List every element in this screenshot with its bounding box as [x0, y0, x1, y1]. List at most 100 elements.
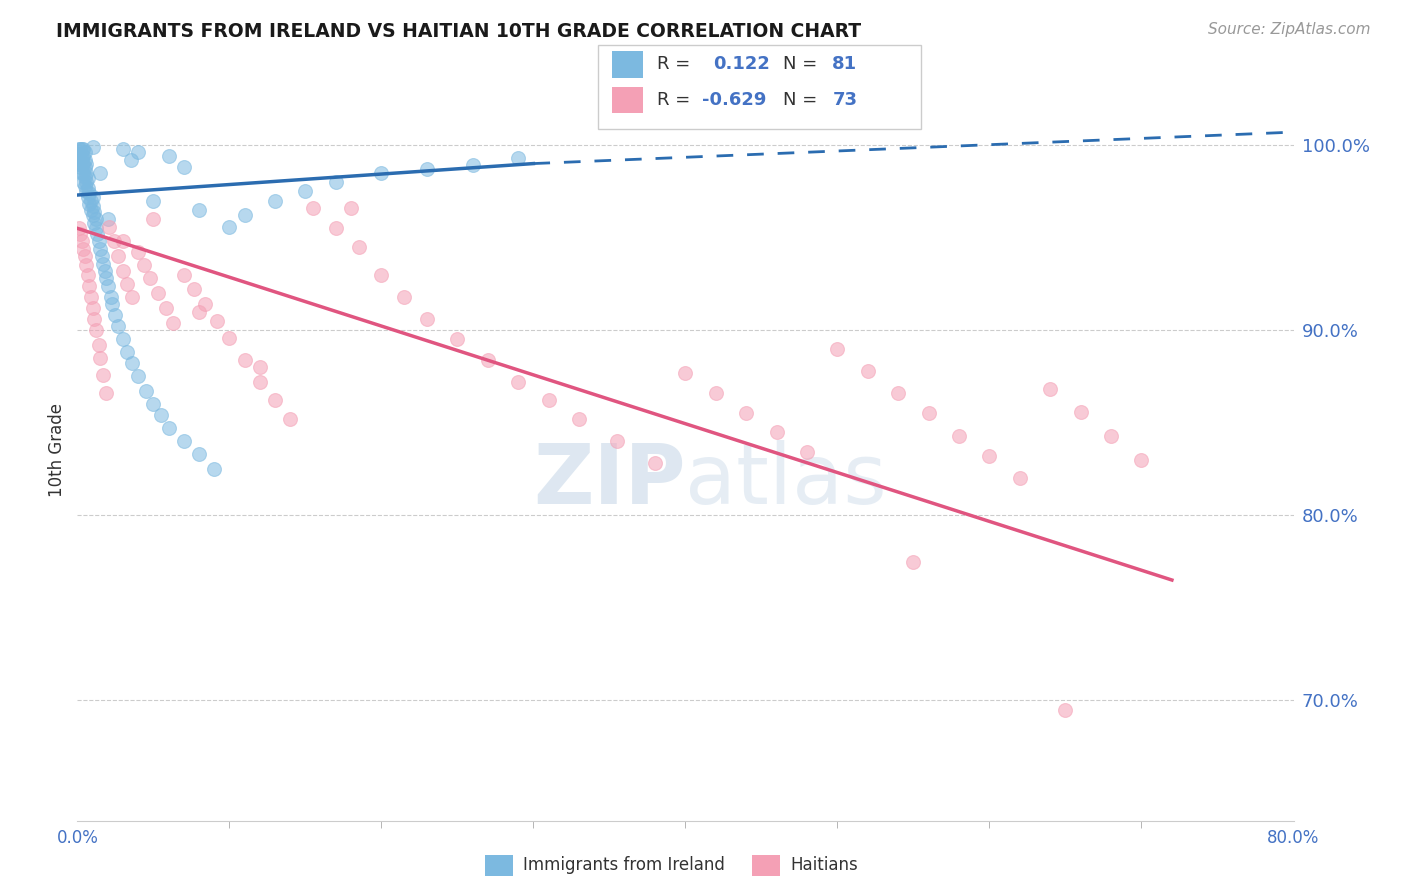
Point [83, 312, 105, 326]
Point [104, 309, 127, 323]
Point [111, 332, 134, 346]
Point [86, 227, 108, 241]
Point [149, 409, 172, 423]
Point [173, 434, 195, 449]
Point [948, 428, 970, 442]
Point [107, 249, 129, 263]
Point [117, 277, 139, 291]
Point [765, 425, 787, 439]
Text: 73: 73 [832, 91, 858, 109]
Point [67, 142, 90, 156]
Point [84, 221, 107, 235]
Point [887, 386, 910, 401]
Point [188, 304, 211, 318]
Point [72, 149, 94, 163]
Point [249, 375, 271, 389]
Point [73, 249, 96, 263]
Point [82, 140, 104, 154]
Point [73, 169, 96, 184]
Point [446, 332, 468, 346]
Point [100, 290, 122, 304]
Point [477, 352, 499, 367]
Point [903, 555, 925, 569]
Point [416, 162, 439, 177]
Point [704, 386, 727, 401]
Point [157, 421, 180, 435]
Point [91, 368, 114, 382]
Text: IMMIGRANTS FROM IRELAND VS HAITIAN 10TH GRADE CORRELATION CHART: IMMIGRANTS FROM IRELAND VS HAITIAN 10TH … [56, 22, 862, 41]
Point [1008, 471, 1031, 485]
Point [121, 356, 143, 370]
Point [80, 194, 103, 208]
Point [72, 166, 94, 180]
Point [142, 194, 165, 208]
Point [675, 366, 697, 380]
Point [77, 180, 100, 194]
Point [979, 449, 1001, 463]
Point [79, 186, 101, 201]
Point [69, 142, 91, 156]
Text: N =: N = [783, 55, 823, 73]
Point [644, 457, 666, 471]
Point [205, 314, 228, 328]
Point [107, 319, 129, 334]
Point [73, 178, 96, 193]
Point [127, 145, 149, 160]
Point [508, 375, 530, 389]
Point [67, 156, 90, 170]
Point [173, 161, 195, 175]
Point [70, 166, 93, 180]
Point [194, 297, 217, 311]
Point [75, 166, 97, 180]
Point [69, 161, 91, 175]
Point [111, 142, 134, 156]
Point [75, 258, 97, 272]
Point [134, 258, 156, 272]
Point [77, 171, 100, 186]
Point [340, 201, 363, 215]
Point [69, 147, 91, 161]
Text: Haitians: Haitians [790, 856, 858, 874]
Point [249, 360, 271, 375]
Point [264, 393, 287, 408]
Point [93, 264, 115, 278]
Point [568, 412, 591, 426]
Point [91, 256, 114, 270]
Point [827, 342, 849, 356]
Point [918, 407, 941, 421]
Point [157, 149, 180, 163]
Point [82, 190, 104, 204]
Point [84, 212, 107, 227]
Point [325, 175, 347, 189]
Point [1099, 428, 1122, 442]
Point [1130, 452, 1153, 467]
Point [87, 338, 110, 352]
Point [139, 271, 162, 285]
Point [370, 166, 392, 180]
Point [70, 156, 93, 170]
Point [1039, 383, 1062, 397]
Point [856, 364, 879, 378]
Point [173, 268, 195, 282]
Text: 0.122: 0.122 [713, 55, 769, 73]
Point [70, 151, 93, 165]
Point [606, 434, 628, 449]
Point [233, 352, 256, 367]
Text: N =: N = [783, 91, 823, 109]
Point [188, 202, 211, 217]
Point [188, 447, 211, 461]
Point [111, 264, 134, 278]
Point [142, 397, 165, 411]
Point [162, 316, 184, 330]
Point [120, 153, 142, 167]
Point [135, 384, 157, 399]
Point [89, 242, 111, 256]
Point [67, 221, 90, 235]
Point [103, 235, 125, 249]
Text: ZIP: ZIP [533, 440, 686, 521]
Point [294, 185, 316, 199]
Point [121, 290, 143, 304]
Point [80, 290, 103, 304]
Point [75, 175, 97, 189]
Point [302, 201, 325, 215]
